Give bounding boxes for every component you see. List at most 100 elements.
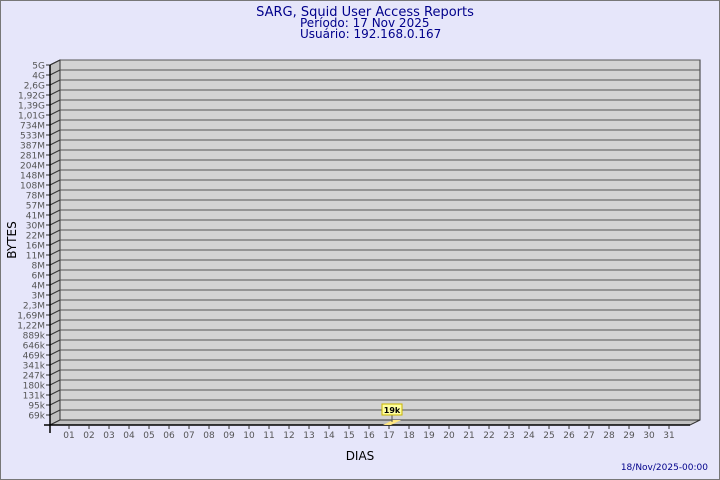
- y-tick-slant: [49, 279, 61, 286]
- y-tick-slant: [49, 329, 61, 336]
- x-tick-label: 15: [343, 431, 354, 441]
- x-tick-label: 25: [543, 431, 554, 441]
- x-tick-label: 17: [383, 431, 394, 441]
- y-tick-label: 247k: [23, 372, 46, 382]
- x-tick-label: 22: [483, 431, 494, 441]
- x-tick-label: 28: [603, 431, 615, 441]
- x-tick-label: 21: [463, 431, 474, 441]
- y-tick-slant: [49, 199, 61, 206]
- y-tick-slant: [49, 349, 61, 356]
- y-tick-label: 1,92G: [18, 92, 45, 102]
- y-tick-label: 204M: [20, 162, 45, 172]
- y-tick-label: 3M: [32, 292, 46, 302]
- y-tick-slant: [49, 249, 61, 256]
- y-tick-slant: [49, 119, 61, 126]
- x-tick-label: 05: [143, 431, 154, 441]
- y-tick-slant: [49, 159, 61, 166]
- y-tick-slant: [49, 169, 61, 176]
- x-tick-label: 14: [323, 431, 335, 441]
- y-tick-slant: [49, 239, 61, 246]
- y-tick-slant: [49, 149, 61, 156]
- y-tick-label: 341k: [23, 362, 46, 372]
- y-tick-label: 8M: [32, 262, 46, 272]
- y-tick-label: 533M: [20, 132, 45, 142]
- plot-area: 5G4G2,6G1,92G1,39G1,01G734M533M387M281M2…: [17, 59, 701, 441]
- y-tick-label: 734M: [20, 122, 45, 132]
- x-tick-label: 13: [303, 431, 314, 441]
- y-tick-slant: [49, 59, 61, 66]
- y-tick-label: 131k: [23, 392, 46, 402]
- y-tick-slant: [49, 139, 61, 146]
- x-tick-label: 12: [283, 431, 294, 441]
- y-tick-label: 22M: [26, 232, 45, 242]
- y-tick-slant: [49, 229, 61, 236]
- y-tick-label: 646k: [23, 342, 46, 352]
- chart-user: Usuário: 192.168.0.167: [300, 27, 441, 41]
- y-tick-label: 1,22M: [17, 322, 45, 332]
- y-tick-label: 6M: [32, 272, 46, 282]
- y-tick-label: 469k: [23, 352, 46, 362]
- y-tick-slant: [49, 189, 61, 196]
- x-tick-label: 19: [423, 431, 435, 441]
- y-tick-slant: [49, 339, 61, 346]
- y-tick-label: 11M: [26, 252, 45, 262]
- y-tick-label: 57M: [26, 202, 45, 212]
- chart-period: Período: 17 Nov 2025: [300, 16, 429, 30]
- x-tick-label: 06: [163, 431, 175, 441]
- y-tick-label: 2,3M: [23, 302, 45, 312]
- y-tick-label: 108M: [20, 182, 45, 192]
- x-tick-label: 01: [63, 431, 74, 441]
- x-tick-label: 26: [563, 431, 575, 441]
- y-tick-slant: [49, 179, 61, 186]
- y-tick-label: 1,39G: [18, 102, 45, 112]
- x-tick-label: 23: [503, 431, 514, 441]
- x-tick-label: 02: [83, 431, 94, 441]
- x-tick-label: 11: [263, 431, 274, 441]
- y-tick-label: 4M: [32, 282, 46, 292]
- y-tick-label: 180k: [23, 382, 46, 392]
- x-tick-label: 24: [523, 431, 535, 441]
- x-tick-label: 29: [623, 431, 635, 441]
- y-tick-label: 78M: [26, 192, 45, 202]
- y-tick-label: 4G: [32, 72, 45, 82]
- y-tick-slant: [49, 259, 61, 266]
- x-tick-label: 10: [243, 431, 255, 441]
- y-tick-slant: [49, 79, 61, 86]
- y-tick-slant: [49, 409, 61, 416]
- bar-value-label: 19k: [384, 406, 401, 415]
- y-tick-slant: [49, 269, 61, 276]
- y-tick-label: 1,01G: [18, 112, 45, 122]
- y-tick-slant: [49, 319, 61, 326]
- y-axis-label: BYTES: [5, 221, 19, 258]
- y-tick-label: 2,6G: [24, 82, 45, 92]
- x-tick-label: 09: [223, 431, 235, 441]
- x-axis-label: DIAS: [346, 449, 375, 463]
- bar-label-box: [381, 403, 403, 416]
- x-tick-label: 18: [403, 431, 415, 441]
- x-tick-label: 04: [123, 431, 135, 441]
- x-tick-label: 20: [443, 431, 455, 441]
- y-tick-slant: [49, 369, 61, 376]
- y-tick-slant: [49, 69, 61, 76]
- y-tick-label: 5G: [32, 62, 45, 72]
- x-tick-label: 31: [663, 431, 674, 441]
- x-tick-label: 08: [203, 431, 215, 441]
- y-tick-label: 16M: [26, 242, 45, 252]
- y-tick-slant: [49, 359, 61, 366]
- x-tick-label: 30: [643, 431, 655, 441]
- y-tick-slant: [49, 299, 61, 306]
- y-tick-slant: [49, 129, 61, 136]
- y-tick-label: 889k: [23, 332, 46, 342]
- y-tick-label: 69k: [28, 412, 45, 422]
- y-tick-slant: [49, 289, 61, 296]
- y-tick-label: 281M: [20, 152, 45, 162]
- y-tick-slant: [49, 399, 61, 406]
- y-tick-slant: [49, 309, 61, 316]
- y-tick-label: 41M: [26, 212, 45, 222]
- y-tick-label: 1,69M: [17, 312, 45, 322]
- y-tick-label: 30M: [26, 222, 45, 232]
- x-tick-label: 07: [183, 431, 194, 441]
- x-tick-label: 03: [103, 431, 114, 441]
- x-tick-label: 16: [363, 431, 375, 441]
